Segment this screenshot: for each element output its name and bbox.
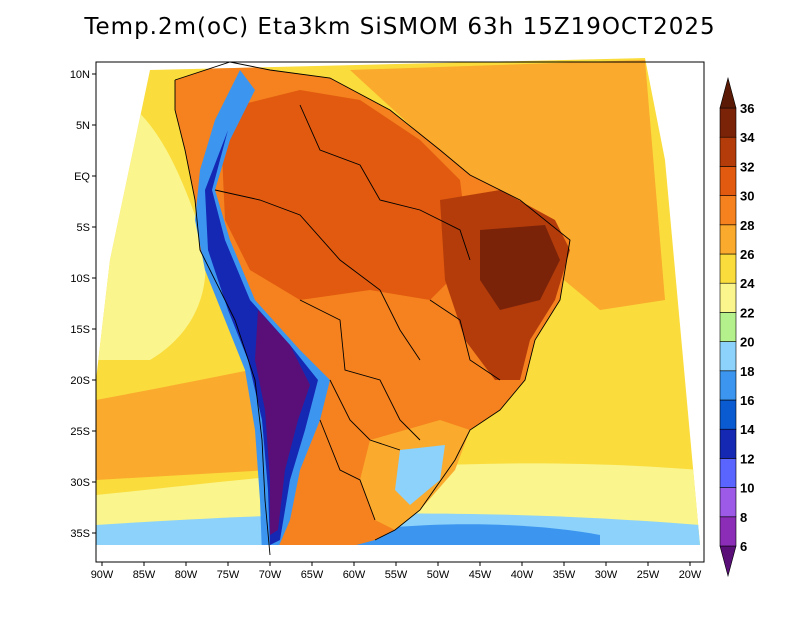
colorbar-swatch bbox=[719, 399, 737, 430]
colorbar-swatch bbox=[719, 224, 737, 255]
colorbar-label: 20 bbox=[740, 335, 754, 350]
lon-label: 85W bbox=[133, 569, 156, 581]
lat-label: 10S bbox=[70, 273, 90, 285]
colorbar-swatch bbox=[719, 312, 737, 342]
colorbar-extend-low bbox=[719, 545, 737, 578]
colorbar-label: 14 bbox=[740, 422, 755, 437]
field-amazon bbox=[220, 90, 470, 300]
country-borders bbox=[174, 61, 571, 556]
colorbar-swatch bbox=[719, 428, 737, 459]
border-argentina bbox=[319, 419, 376, 521]
colorbar-swatch bbox=[719, 253, 737, 284]
lat-label: 5N bbox=[76, 120, 90, 132]
lon-label: 75W bbox=[217, 569, 240, 581]
colorbar-label: 16 bbox=[740, 393, 754, 408]
colorbar: 6 8 10 12 14 16 18 20 22 24 26 28 30 32 34 36 bbox=[719, 76, 755, 578]
map-title: Temp.2m(oC) Eta3km SiSMOM 63h 15Z19OCT20… bbox=[84, 14, 716, 40]
colorbar-label: 24 bbox=[740, 276, 755, 291]
field-andes-peak bbox=[255, 310, 310, 535]
colorbar-label: 10 bbox=[740, 481, 754, 496]
colorbar-label: 34 bbox=[740, 130, 755, 145]
lon-label: 65W bbox=[301, 569, 324, 581]
colorbar-extend-high bbox=[719, 76, 737, 109]
lat-label: 35S bbox=[70, 528, 90, 540]
colorbar-swatch bbox=[719, 458, 737, 488]
colorbar-label: 18 bbox=[740, 364, 754, 379]
colorbar-swatch bbox=[719, 166, 737, 196]
colorbar-label: 32 bbox=[740, 159, 754, 174]
colorbar-swatch bbox=[719, 282, 737, 313]
lat-label: 20S bbox=[70, 375, 90, 387]
lon-label: 45W bbox=[469, 569, 492, 581]
border-north bbox=[299, 104, 471, 261]
colorbar-label: 6 bbox=[740, 539, 747, 554]
lon-label: 80W bbox=[175, 569, 198, 581]
coastline-pacific bbox=[174, 80, 271, 556]
border-states bbox=[429, 299, 501, 381]
colorbar-label: 8 bbox=[740, 510, 747, 525]
lon-label: 35W bbox=[553, 569, 576, 581]
colorbar-swatch bbox=[719, 487, 737, 518]
field-northeast-core bbox=[480, 225, 560, 310]
colorbar-swatch bbox=[719, 107, 737, 138]
colorbar-swatch bbox=[719, 341, 737, 372]
lon-label: 90W bbox=[91, 569, 114, 581]
colorbar-label: 28 bbox=[740, 218, 754, 233]
colorbar-swatch bbox=[719, 516, 737, 547]
field-south-brazil-cool bbox=[395, 445, 445, 505]
colorbar-swatch bbox=[719, 136, 737, 167]
plot-frame bbox=[95, 61, 705, 563]
lon-label: 25W bbox=[637, 569, 660, 581]
coastline-atlantic bbox=[174, 61, 571, 541]
lat-label: 25S bbox=[70, 426, 90, 438]
colorbar-swatch bbox=[719, 370, 737, 401]
lon-label: 40W bbox=[511, 569, 534, 581]
border-paraguay bbox=[329, 379, 401, 451]
lat-label: EQ bbox=[74, 171, 90, 183]
border-peru-brazil bbox=[214, 189, 421, 361]
colorbar-swatch bbox=[719, 195, 737, 226]
lon-label: 30W bbox=[595, 569, 618, 581]
colorbar-label: 22 bbox=[740, 305, 754, 320]
lon-label: 70W bbox=[259, 569, 282, 581]
lon-axis: 90W 85W 80W 75W 70W 65W 60W 55W 50W 45W … bbox=[91, 562, 702, 581]
lon-label: 60W bbox=[343, 569, 366, 581]
lat-label: 30S bbox=[70, 477, 90, 489]
border-bolivia bbox=[299, 299, 421, 441]
colorbar-label: 36 bbox=[740, 101, 754, 116]
field-atlantic-warm bbox=[350, 60, 665, 310]
colorbar-label: 26 bbox=[740, 247, 754, 262]
lat-label: 15S bbox=[70, 324, 90, 336]
lon-label: 50W bbox=[427, 569, 450, 581]
field-pacific-warm bbox=[96, 370, 270, 480]
colorbar-label: 12 bbox=[740, 451, 754, 466]
lat-label: 10N bbox=[70, 69, 90, 81]
colorbar-label: 30 bbox=[740, 189, 754, 204]
lat-axis: 10N 5N EQ 5S 10S 15S 20S 25S 30S 35S bbox=[70, 69, 96, 540]
lon-label: 20W bbox=[679, 569, 702, 581]
lat-label: 5S bbox=[77, 222, 90, 234]
lon-label: 55W bbox=[385, 569, 408, 581]
temperature-field bbox=[96, 58, 700, 545]
